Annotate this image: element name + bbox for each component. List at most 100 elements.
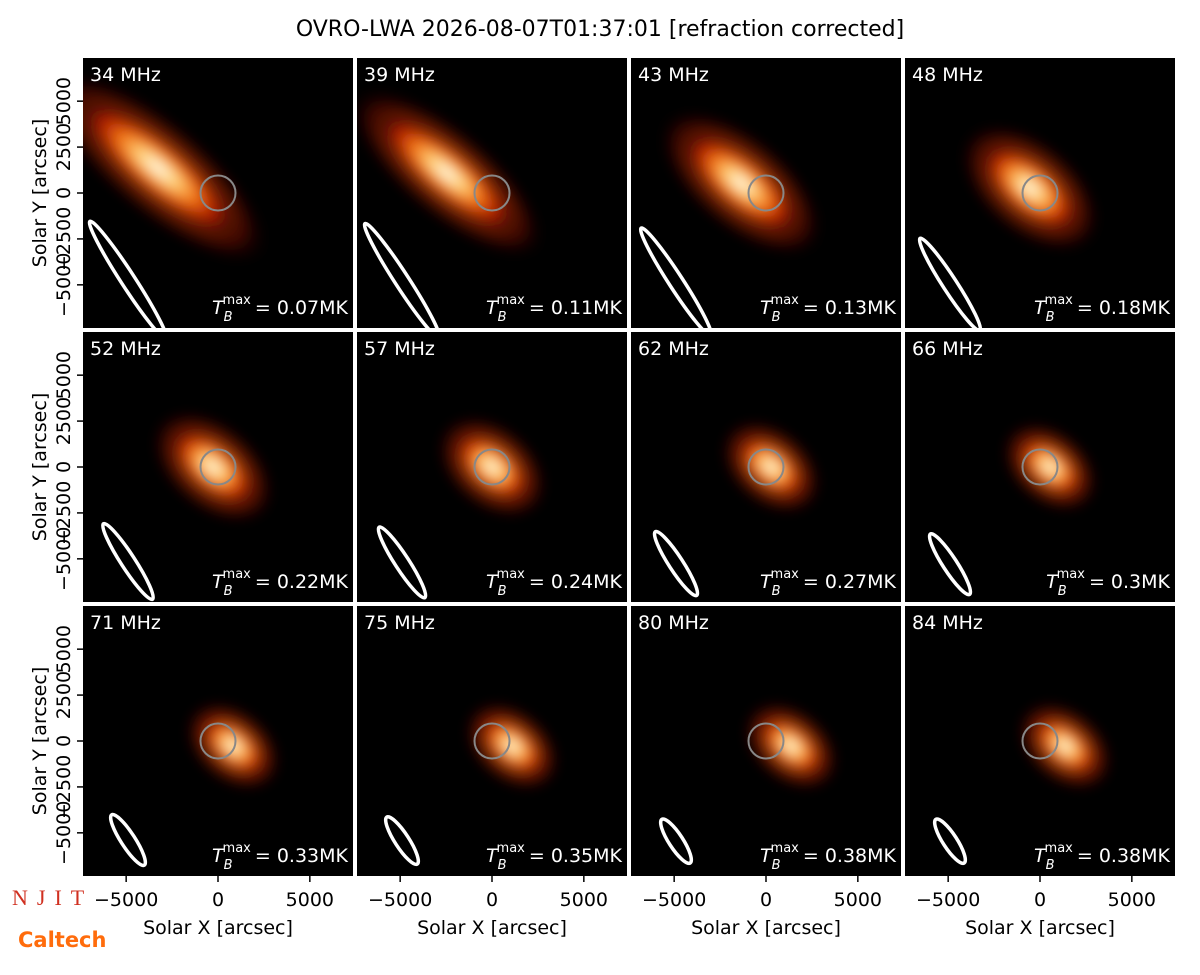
tb-symbol: T — [486, 845, 499, 867]
emission — [169, 427, 257, 507]
frequency-label: 48 MHz — [912, 64, 983, 86]
x-tick-label: 5000 — [560, 889, 608, 911]
tb-value: = 0.3MK — [1089, 571, 1171, 593]
solar-disk — [1021, 174, 1059, 212]
y-tick-label: 2500 — [53, 397, 75, 445]
tb-sub: B — [772, 310, 781, 325]
emission — [198, 714, 268, 778]
panel — [357, 606, 627, 876]
x-axis-label: Solar X [arcsec] — [965, 917, 1115, 939]
y-tick-label: 0 — [53, 735, 75, 747]
tb-max-label: TBmax = 0.3MK — [1046, 567, 1170, 599]
tb-max-label: TBmax = 0.35MK — [486, 841, 623, 873]
tb-sup: max — [771, 841, 800, 856]
emission — [756, 714, 826, 778]
y-tick-label: 0 — [53, 187, 75, 199]
y-tick-label: 5000 — [53, 351, 75, 399]
frequency-label: 43 MHz — [638, 64, 709, 86]
x-tick-label: 0 — [1034, 889, 1046, 911]
y-tick-label: 0 — [53, 461, 75, 473]
tb-symbol: T — [212, 845, 225, 867]
tb-value: = 0.24MK — [529, 571, 623, 593]
solar-disk — [1021, 722, 1059, 760]
solar-disk — [1021, 448, 1059, 486]
tb-sup: max — [223, 567, 252, 582]
solar-disk — [473, 722, 511, 760]
tb-value: = 0.22MK — [255, 571, 349, 593]
tb-max-label: TBmax = 0.38MK — [760, 841, 897, 873]
emission — [980, 143, 1080, 233]
tb-sub: B — [224, 584, 233, 599]
emission — [452, 430, 532, 504]
tb-sub: B — [1046, 310, 1055, 325]
tb-symbol: T — [212, 571, 225, 593]
tb-sup: max — [1057, 567, 1086, 582]
emission — [735, 433, 807, 501]
panel — [631, 332, 901, 602]
y-tick-label: −2500 — [53, 755, 75, 819]
x-tick-label: −5000 — [368, 889, 432, 911]
x-tick-label: −5000 — [916, 889, 980, 911]
solar-disk — [747, 448, 785, 486]
tb-max-label: TBmax = 0.13MK — [760, 293, 897, 325]
y-tick-label: 2500 — [53, 671, 75, 719]
frequency-label: 62 MHz — [638, 338, 709, 360]
tb-symbol: T — [760, 845, 773, 867]
panel — [631, 606, 901, 876]
tb-sup: max — [1045, 841, 1074, 856]
tb-value: = 0.27MK — [803, 571, 897, 593]
panel — [631, 58, 901, 328]
beam — [376, 525, 428, 600]
solar-disk — [473, 174, 511, 212]
tb-value: = 0.18MK — [1077, 297, 1171, 319]
tb-sub: B — [772, 584, 781, 599]
frequency-label: 71 MHz — [90, 612, 161, 634]
tb-sub: B — [772, 858, 781, 873]
y-tick-label: −5000 — [53, 801, 75, 865]
tb-sub: B — [224, 858, 233, 873]
solar-disk — [473, 448, 511, 486]
tb-symbol: T — [760, 297, 773, 319]
solar-disk — [199, 448, 237, 486]
x-tick-label: 0 — [212, 889, 224, 911]
frequency-label: 52 MHz — [90, 338, 161, 360]
tb-max-label: TBmax = 0.38MK — [1034, 841, 1171, 873]
y-axis-label: Solar Y [arcsec] — [29, 119, 51, 267]
solar-disk — [747, 722, 785, 760]
beam — [362, 221, 442, 328]
tb-symbol: T — [1034, 845, 1047, 867]
tb-max-label: TBmax = 0.22MK — [212, 567, 349, 599]
x-tick-label: −5000 — [642, 889, 706, 911]
emission — [83, 99, 237, 237]
frequency-label: 57 MHz — [364, 338, 435, 360]
panel — [357, 332, 627, 602]
y-tick-label: −2500 — [53, 481, 75, 545]
tb-value: = 0.38MK — [1077, 845, 1171, 867]
tb-sup: max — [497, 293, 526, 308]
tb-max-label: TBmax = 0.27MK — [760, 567, 897, 599]
tb-value: = 0.38MK — [803, 845, 897, 867]
tb-sub: B — [1058, 584, 1067, 599]
tb-symbol: T — [212, 297, 225, 319]
logo-njit: NJIT — [12, 885, 93, 910]
y-axis-label: Solar Y [arcsec] — [29, 393, 51, 541]
y-tick-label: −2500 — [53, 207, 75, 271]
frequency-label: 66 MHz — [912, 338, 983, 360]
frequency-label: 84 MHz — [912, 612, 983, 634]
x-axis-label: Solar X [arcsec] — [417, 917, 567, 939]
x-tick-label: 5000 — [834, 889, 882, 911]
emission — [1030, 714, 1100, 778]
tb-sub: B — [1046, 858, 1055, 873]
frequency-label: 34 MHz — [90, 64, 161, 86]
tb-max-label: TBmax = 0.24MK — [486, 567, 623, 599]
tb-sup: max — [497, 841, 526, 856]
x-tick-label: 0 — [760, 889, 772, 911]
beam — [652, 529, 700, 598]
x-axis-label: Solar X [arcsec] — [691, 917, 841, 939]
tb-sup: max — [497, 567, 526, 582]
tb-max-label: TBmax = 0.33MK — [212, 841, 349, 873]
y-tick-label: 2500 — [53, 123, 75, 171]
tb-value: = 0.11MK — [529, 297, 623, 319]
beam — [87, 219, 169, 328]
tb-symbol: T — [486, 297, 499, 319]
